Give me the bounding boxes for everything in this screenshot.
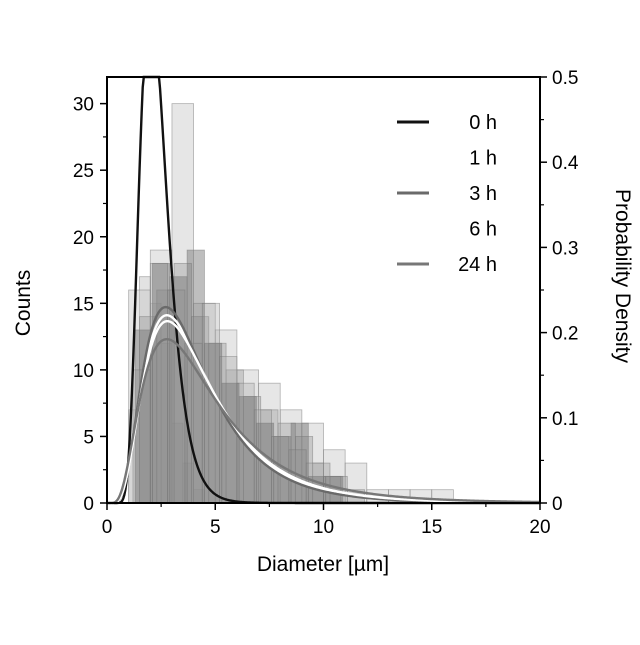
legend-label-0h: 0 h bbox=[469, 112, 497, 134]
x-tick-label-0: 0 bbox=[102, 517, 113, 538]
bar-24h-9 bbox=[291, 423, 308, 503]
bar-24h-4 bbox=[204, 343, 221, 503]
y-left-tick-label-20: 20 bbox=[73, 228, 94, 249]
legend-label-6h: 6 h bbox=[469, 219, 497, 241]
bar-24h-1 bbox=[152, 263, 169, 503]
legend: 0 h 1 h 3 h 6 h 24 h bbox=[397, 112, 497, 276]
x-tick-label-5: 5 bbox=[210, 517, 221, 538]
y-right-tick-label-0.4: 0.4 bbox=[552, 153, 579, 174]
bars-layer bbox=[129, 104, 454, 503]
y-left-tick-label-5: 5 bbox=[83, 427, 94, 448]
bar-24h-5 bbox=[222, 383, 239, 503]
y-left-axis-title: Counts bbox=[12, 270, 35, 337]
legend-label-1h: 1 h bbox=[469, 148, 497, 170]
y-right-tick-label-0.3: 0.3 bbox=[552, 238, 578, 259]
x-axis-title: Diameter [µm] bbox=[257, 553, 389, 576]
y-right-tick-label-0.2: 0.2 bbox=[552, 324, 578, 345]
y-right-tick-label-0.5: 0.5 bbox=[552, 68, 578, 89]
y-left-tick-label-0: 0 bbox=[83, 494, 94, 515]
y-left-tick-label-25: 25 bbox=[73, 161, 94, 182]
legend-label-24h: 24 h bbox=[458, 254, 497, 276]
x-tick-label-15: 15 bbox=[421, 517, 442, 538]
y-right-tick-label-0.1: 0.1 bbox=[552, 409, 578, 430]
y-right-tick-label-0: 0 bbox=[552, 494, 563, 515]
y-left-tick-label-15: 15 bbox=[73, 294, 94, 315]
x-tick-label-10: 10 bbox=[313, 517, 334, 538]
y-left-tick-label-10: 10 bbox=[73, 361, 94, 382]
legend-label-3h: 3 h bbox=[469, 183, 497, 205]
y-right-axis-title: Probability Density bbox=[611, 189, 634, 363]
x-tick-label-20: 20 bbox=[529, 517, 550, 538]
y-left-tick-label-30: 30 bbox=[73, 95, 94, 116]
